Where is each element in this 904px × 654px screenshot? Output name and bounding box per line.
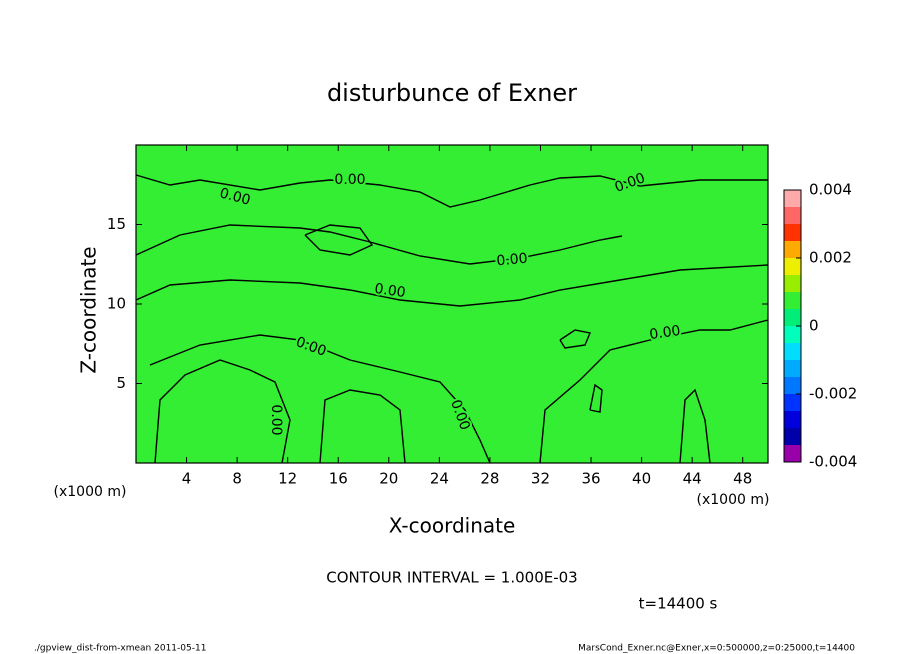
chart-title: disturbunce of Exner [327,79,577,107]
colorbar-band [784,326,801,343]
contour-line [319,389,406,464]
colorbar-band [784,207,801,224]
colorbar-band [784,190,801,207]
y-unit: (x1000 m) [54,484,127,500]
plot-background [136,145,768,463]
x-tick-label: 40 [632,470,651,488]
footer-left: ./gpview_dist-from-xmean 2011-05-11 [34,644,206,654]
colorbar-band [784,360,801,377]
y-axis-label: Z-coordinate [77,246,101,373]
x-tick-label: 12 [278,470,297,488]
colorbar-band [784,377,801,394]
contour-line [589,383,603,413]
x-tick-label: 24 [430,470,449,488]
contour-line [135,174,768,208]
contour-line [304,224,374,256]
x-tick-label: 36 [581,470,600,488]
time-label: t=14400 s [639,595,718,613]
x-tick-label: 20 [379,470,398,488]
y-tick-label: 10 [107,295,126,313]
contour-line [559,329,591,349]
contour-line [149,334,491,464]
x-tick-label: 28 [480,470,499,488]
contour-label: 0.00 [334,172,365,188]
colorbar-band [784,343,801,360]
colorbar-band [784,241,801,258]
y-tick-label: 5 [116,374,126,392]
contour-interval: CONTOUR INTERVAL = 1.000E-03 [326,569,577,587]
x-axis-label: X-coordinate [389,514,516,538]
y-tick-label: 15 [107,215,126,233]
colorbar-tick-label: -0.002 [809,385,857,403]
x-tick-label: 32 [531,470,550,488]
colorbar-band [784,428,801,445]
x-tick-label: 16 [329,470,348,488]
colorbar-band [784,258,801,275]
contour-line [135,264,769,307]
colorbar-tick-label: 0 [809,317,819,335]
x-tick-label: 8 [232,470,242,488]
colorbar-tick-label: -0.004 [809,453,857,471]
contour-label: 0.00 [268,404,284,435]
colorbar-band [784,292,801,309]
contour-line [679,388,711,464]
x-tick-label: 4 [182,470,192,488]
colorbar-band [784,309,801,326]
footer-right: MarsCond_Exner.nc@Exner,x=0:500000,z=0:2… [578,644,855,654]
contour-label: 0.00 [496,251,528,270]
colorbar-tick-label: 0.002 [809,249,852,267]
contour-line [539,319,769,464]
contour-label: 0.00 [648,323,681,343]
contour-line [135,224,623,265]
colorbar-tick-label: 0.004 [809,181,852,199]
contour-line [154,359,291,464]
colorbar-band [784,411,801,428]
colorbar-band [784,394,801,411]
contour-label: 0.00 [373,281,406,301]
colorbar-band [784,445,801,462]
colorbar-band [784,224,801,241]
x-tick-label: 44 [683,470,702,488]
x-tick-label: 48 [733,470,752,488]
x-unit: (x1000 m) [697,492,770,508]
colorbar-band [784,275,801,292]
